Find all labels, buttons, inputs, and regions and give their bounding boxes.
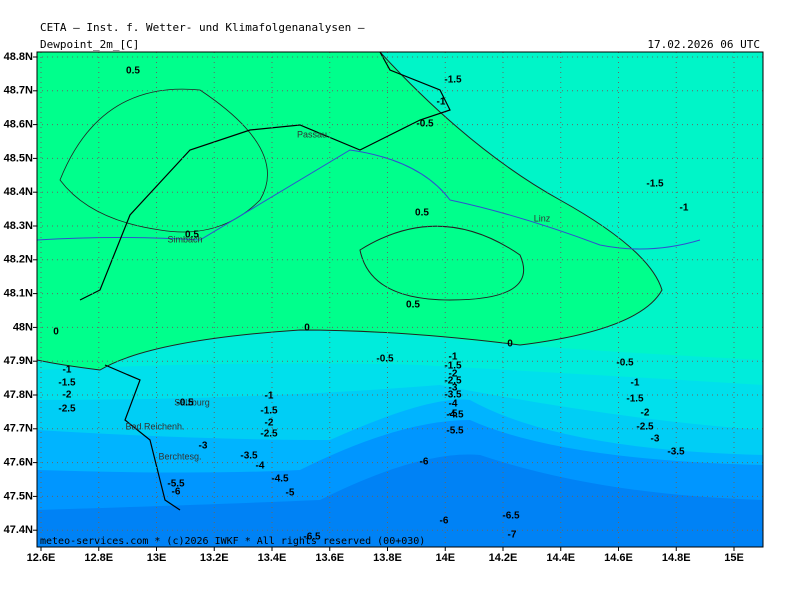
contour-label: -5 — [449, 409, 458, 420]
lon-label: 14.2E — [489, 552, 518, 564]
contour-label: 0 — [507, 339, 513, 350]
contour-label: -2.5 — [260, 429, 278, 440]
contour-label: -1.5 — [626, 394, 644, 405]
contour-label: -1 — [63, 365, 72, 376]
valid-time: 17.02.2026 06 UTC — [647, 38, 760, 51]
city-label: Passau — [297, 129, 327, 139]
lat-label: 48.8N — [4, 51, 33, 63]
lon-label: 12.8E — [84, 552, 113, 564]
contour-label: -1.5 — [444, 75, 462, 86]
lat-label: 47.9N — [4, 355, 33, 367]
contour-label: -3 — [651, 434, 660, 445]
contour-label: 0.5 — [126, 66, 140, 77]
city-label: Linz — [534, 213, 551, 223]
lon-label: 13.2E — [200, 552, 229, 564]
contour-label: 0.5 — [406, 300, 420, 311]
contour-label: -6 — [440, 516, 449, 527]
contour-label: 0.5 — [185, 230, 199, 241]
contour-label: -1.5 — [260, 406, 278, 417]
contour-label: -2 — [63, 390, 72, 401]
contour-label: -3.5 — [667, 447, 685, 458]
city-label: Berchtesg. — [158, 451, 201, 461]
contour-label: -1 — [631, 378, 640, 389]
contour-label: -1 — [437, 97, 446, 108]
contour-label: -1 — [265, 391, 274, 402]
contour-label: -0.5 — [416, 119, 434, 130]
contour-label: -6.5 — [502, 511, 520, 522]
lat-label: 47.8N — [4, 389, 33, 401]
lon-label: 13.8E — [373, 552, 402, 564]
contour-label: -4.5 — [446, 410, 464, 421]
field-name: Dewpoint_2m_[C] — [40, 38, 139, 51]
contour-label: -2.5 — [636, 422, 654, 433]
lat-label: 48.4N — [4, 186, 33, 198]
lon-label: 15E — [724, 552, 744, 564]
lon-label: 14.4E — [546, 552, 575, 564]
contour-label: -1.5 — [646, 179, 664, 190]
graticule — [37, 52, 763, 547]
lat-label: 47.4N — [4, 524, 33, 536]
contour-label: -3.5 — [240, 451, 258, 462]
contour-label: -4 — [449, 399, 458, 410]
lat-label: 48.5N — [4, 152, 33, 164]
contour-label: -1.5 — [444, 361, 462, 372]
lat-label: 48.2N — [4, 254, 33, 266]
lat-label: 48.3N — [4, 220, 33, 232]
contour-label: -3 — [199, 441, 208, 452]
contour-label: 0 — [304, 323, 310, 334]
contour-label: -6 — [172, 487, 181, 498]
lat-label: 48.6N — [4, 119, 33, 131]
lon-label: 14.6E — [604, 552, 633, 564]
contour-label: -4 — [256, 461, 265, 472]
contour-label: 0.5 — [415, 208, 429, 219]
lon-label: 13.4E — [258, 552, 287, 564]
contour-label: -2 — [641, 408, 650, 419]
contour-label: -0.5 — [176, 398, 194, 409]
lat-label: 48N — [13, 321, 33, 333]
contour-label: -6.5 — [303, 532, 321, 543]
lon-label: 13.6E — [315, 552, 344, 564]
copyright: meteo-services.com * (c)2026 IWKF * All … — [40, 536, 425, 547]
contour-label: -2.5 — [58, 404, 76, 415]
lon-label: 14.8E — [662, 552, 691, 564]
contour-label: -7 — [508, 530, 517, 541]
contour-label: -2.5 — [444, 376, 462, 387]
map-title: CETA — Inst. f. Wetter- und Klimafolgena… — [40, 21, 365, 34]
contour-label: -0.5 — [376, 354, 394, 365]
lon-label: 14E — [435, 552, 455, 564]
contour-label: -5 — [286, 488, 295, 499]
lat-label: 47.5N — [4, 490, 33, 502]
contour-label: -1 — [680, 203, 689, 214]
contour-label: -4.5 — [271, 474, 289, 485]
map-field — [37, 52, 763, 547]
contour-label: -3.5 — [444, 390, 462, 401]
city-label: Simbach — [167, 234, 202, 244]
contour-label: 0 — [53, 327, 59, 338]
lon-label: 13E — [147, 552, 167, 564]
lat-label: 48.7N — [4, 85, 33, 97]
contour-label: -0.5 — [616, 358, 634, 369]
lat-label: 47.6N — [4, 457, 33, 469]
lat-label: 47.7N — [4, 423, 33, 435]
lon-label: 12.6E — [27, 552, 56, 564]
contour-label: -2 — [449, 369, 458, 380]
contour-label: -5.5 — [167, 479, 185, 490]
contour-label: -6 — [420, 457, 429, 468]
city-label: Bad Reichenh. — [125, 421, 184, 431]
contour-label: -2 — [265, 418, 274, 429]
contour-label: -1.5 — [58, 378, 76, 389]
contour-label: -3 — [449, 383, 458, 394]
contour-label: -1 — [449, 352, 458, 363]
lat-label: 48.1N — [4, 288, 33, 300]
contour-label: -5.5 — [446, 426, 464, 437]
city-label: Salzburg — [174, 397, 210, 407]
map-frame — [36, 51, 764, 548]
